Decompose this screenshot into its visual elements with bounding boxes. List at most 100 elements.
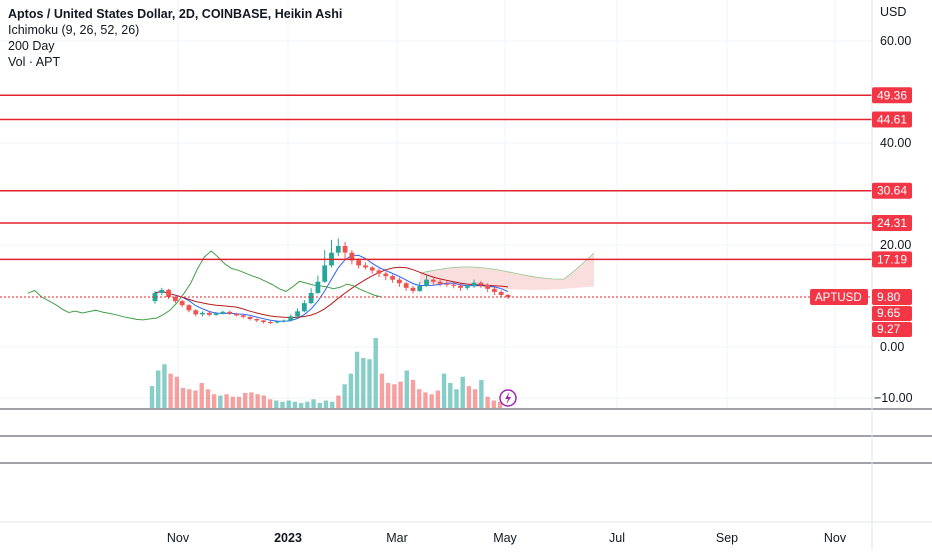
volume-bar (448, 383, 453, 408)
ichimoku-cloud (419, 252, 595, 290)
candle-body (356, 260, 362, 266)
volume-bar (187, 389, 192, 408)
horizontal-levels[interactable] (0, 94, 872, 298)
ma-legend[interactable]: 200 Day (8, 39, 55, 53)
candle-body (424, 279, 429, 286)
volume-bar (479, 379, 484, 408)
volume-bar (330, 401, 335, 408)
volume-bar (336, 395, 341, 408)
level-label: 24.31 (877, 216, 907, 230)
candle-body (261, 320, 267, 323)
volume-bar (211, 394, 217, 408)
volume-bar (261, 395, 267, 408)
volume-bar (298, 403, 304, 408)
volume-bar (199, 383, 204, 408)
volume-bar (423, 392, 428, 408)
volume-bar (243, 393, 248, 408)
candle-body (172, 297, 178, 302)
volume-bar (317, 403, 322, 408)
candle-body (213, 313, 219, 315)
candle-body (240, 315, 246, 317)
volume-bar (417, 389, 422, 408)
leading-span-a (419, 252, 595, 280)
volume-bar (267, 399, 273, 408)
candle-body (234, 313, 239, 316)
candle-body (349, 252, 355, 261)
current-price-badge (872, 289, 912, 306)
volume-bar (249, 392, 254, 408)
volume-legend[interactable]: Vol · APT (8, 55, 61, 69)
candle-body (410, 287, 416, 291)
candle-body (315, 281, 321, 293)
volume-bar (174, 376, 180, 408)
currency-label: USD (880, 5, 906, 19)
candle-body (247, 316, 253, 319)
candle-body (152, 292, 158, 302)
candle-body (301, 303, 307, 312)
date-tick: Nov (167, 531, 190, 545)
volume-bar (429, 394, 434, 408)
volume-bar (292, 401, 298, 408)
volume-bar (491, 400, 496, 408)
candle-body (369, 267, 375, 271)
level-badge (872, 215, 912, 232)
volume-bar (354, 351, 360, 408)
candle-body (288, 316, 294, 321)
candle-body (390, 276, 395, 280)
symbol-label: APTUSD (815, 292, 862, 304)
price-tick: 40.00 (880, 136, 911, 150)
current-price-label: 9.80 (877, 290, 901, 304)
candle-body (322, 265, 328, 282)
lagging-span (27, 250, 382, 321)
time-axis: Nov 2023 Mar May Jul Sep Nov (167, 531, 847, 545)
volume-bar (180, 388, 186, 408)
date-tick: 2023 (274, 531, 302, 545)
grid (0, 0, 872, 408)
event-marker[interactable] (499, 389, 517, 407)
volume-bar (280, 401, 285, 408)
price-badges: 49.36 44.61 30.64 24.31 17.19 APTUSD 9.80 9.65 9… (810, 87, 912, 338)
volume-bar (149, 386, 155, 408)
candle-body (193, 310, 199, 315)
volume-bar (435, 390, 441, 408)
level-badge (872, 87, 912, 104)
level-badge (872, 251, 912, 268)
ichimoku-legend[interactable]: Ichimoku (9, 26, 52, 26) (8, 23, 140, 37)
candle-body (206, 312, 212, 315)
volume-bar (205, 389, 211, 408)
volume-bar (392, 384, 397, 408)
price-badge (872, 322, 912, 338)
candle-body (451, 284, 457, 286)
indicator-lines (27, 250, 509, 322)
volume-bar (236, 396, 242, 408)
candle-body (437, 281, 443, 284)
candle-body (458, 285, 463, 288)
volume-bar (255, 394, 260, 408)
symbol-title[interactable]: Aptos / United States Dollar, 2D, COINBA… (8, 7, 343, 21)
candle-body (464, 286, 470, 288)
volume-bar (497, 401, 503, 408)
volume-bar (224, 394, 229, 408)
candle-body (274, 321, 280, 323)
candle-body (186, 305, 192, 311)
price-axis: USD 60.00 40.00 20.00 0.00 −10.00 (871, 0, 913, 550)
candle-body (485, 284, 491, 289)
level-label: 49.36 (877, 88, 907, 102)
volume-bar (361, 358, 366, 408)
volume-bar (305, 401, 310, 408)
candle-body (478, 282, 484, 285)
date-tick: Jul (609, 531, 625, 545)
volume-bar (472, 389, 478, 408)
volume-bar (230, 396, 235, 408)
volume-bar (311, 399, 316, 408)
cloud-area (420, 252, 594, 290)
date-tick: May (493, 531, 517, 545)
volume-bar (460, 376, 465, 408)
volume-bar (404, 370, 409, 408)
volume-bar (193, 390, 198, 408)
volume-bar (385, 383, 391, 408)
candle-body (363, 265, 368, 268)
candle-body (166, 289, 171, 298)
